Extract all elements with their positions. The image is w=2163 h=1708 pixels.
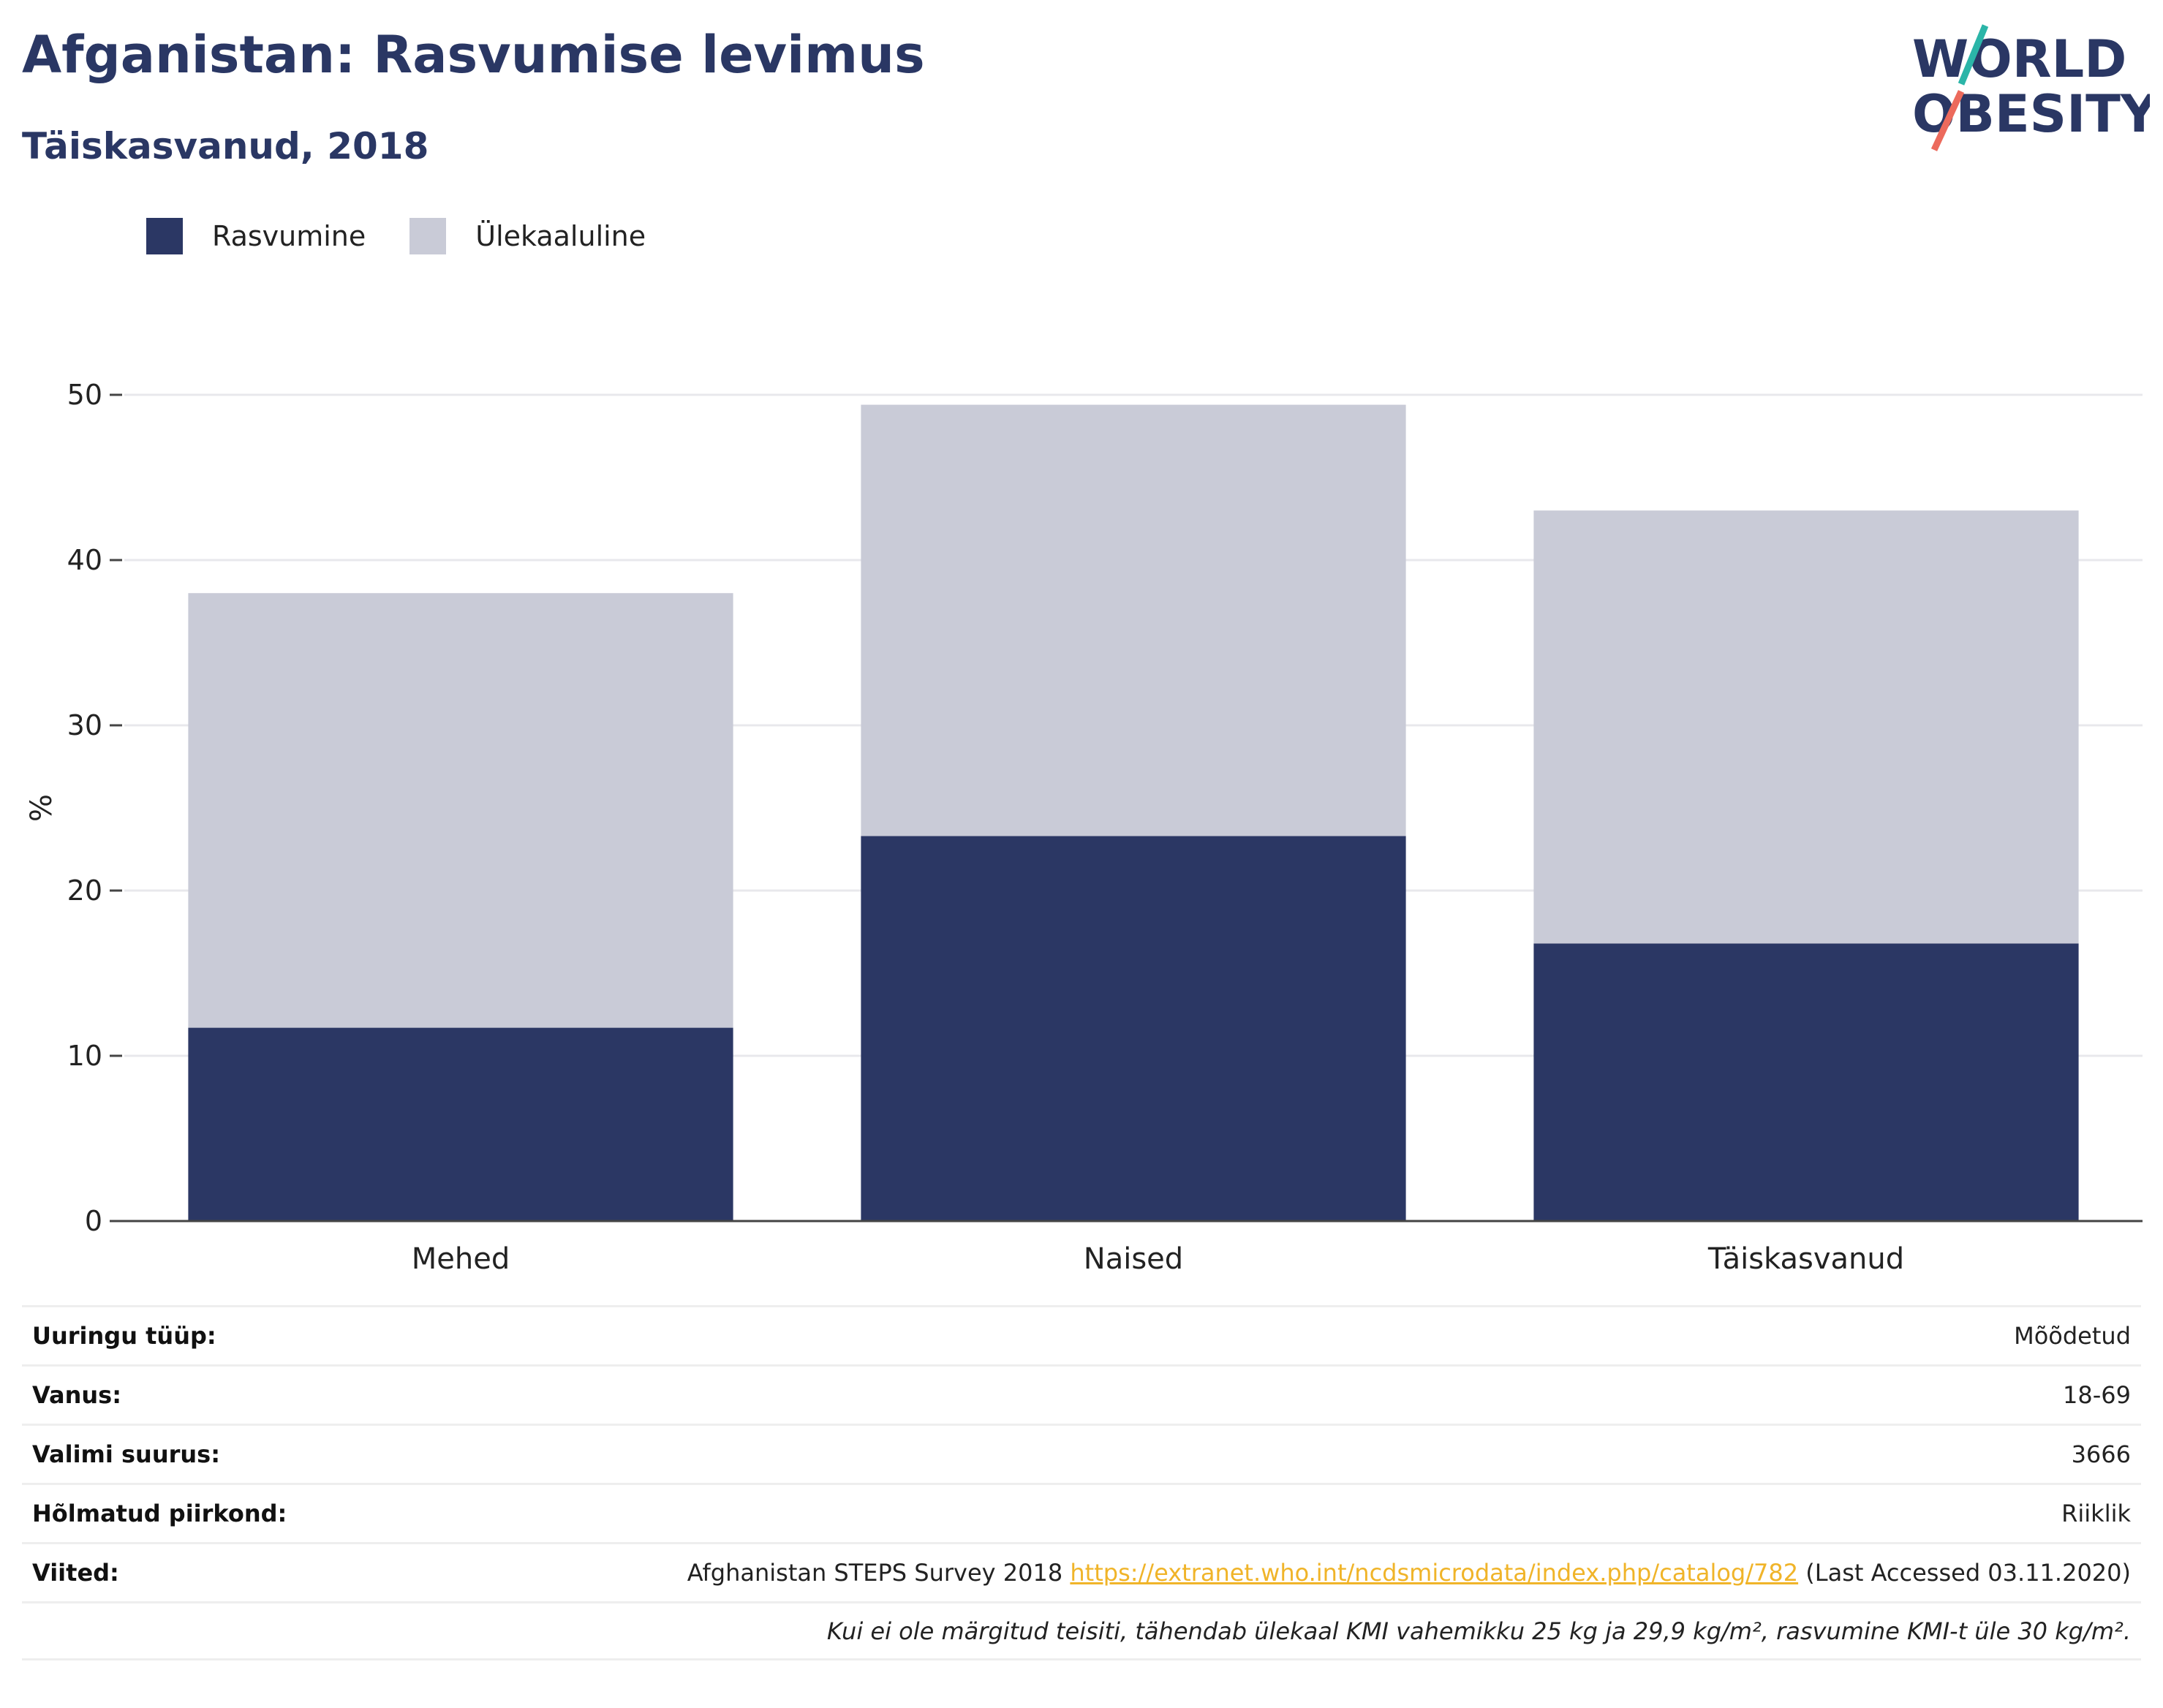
legend-item-overweight[interactable]: Ülekaaluline	[409, 217, 646, 254]
reference-prefix: Afghanistan STEPS Survey 2018	[687, 1559, 1071, 1587]
info-label: Uuringu tüüp:	[32, 1322, 216, 1350]
y-tick-label: 20	[67, 874, 102, 907]
info-row-references: Viited: Afghanistan STEPS Survey 2018 ht…	[22, 1542, 2141, 1601]
legend-swatch-obesity	[146, 217, 183, 254]
definition-note: Kui ei ole märgitud teisiti, tähendab ül…	[826, 1617, 2131, 1645]
x-tick-label: Mehed	[412, 1242, 510, 1276]
y-tick-label: 50	[67, 379, 102, 411]
info-row-note: Kui ei ole märgitud teisiti, tähendab ül…	[22, 1601, 2141, 1660]
bar-overweight-0	[188, 593, 733, 1028]
survey-info-table: Uuringu tüüp: Mõõdetud Vanus: 18-69 Vali…	[22, 1305, 2141, 1660]
logo-stroke-coral	[1930, 90, 1965, 151]
bar-obesity-2	[1533, 943, 2079, 1221]
x-tick-label: Täiskasvanud	[1707, 1242, 1904, 1276]
info-label: Hõlmatud piirkond:	[32, 1500, 287, 1527]
info-value: 18-69	[2063, 1381, 2131, 1409]
info-label: Valimi suurus:	[32, 1440, 221, 1468]
reference-link[interactable]: https://extranet.who.int/ncdsmicrodata/i…	[1070, 1559, 1799, 1587]
bar-overweight-1	[861, 404, 1406, 836]
info-value: Riiklik	[2061, 1500, 2131, 1527]
y-tick-label: 10	[67, 1040, 102, 1072]
y-tick-label: 40	[67, 544, 102, 576]
bar-obesity-1	[861, 836, 1406, 1221]
logo-stroke-teal	[1958, 24, 1989, 86]
x-tick-label: Naised	[1084, 1242, 1183, 1276]
info-label: Vanus:	[32, 1381, 122, 1409]
legend: Rasvumine Ülekaaluline	[146, 216, 690, 256]
info-row-region: Hõlmatud piirkond: Riiklik	[22, 1483, 2141, 1542]
bar-overweight-2	[1533, 510, 2079, 944]
bar-obesity-0	[188, 1027, 733, 1221]
legend-label-overweight: Ülekaaluline	[475, 219, 646, 252]
y-tick-label: 30	[67, 709, 102, 741]
bar-chart: 0 10 20 30 40 50% Mehed Naised Täiskasvanud	[25, 379, 2143, 1276]
info-value-references: Afghanistan STEPS Survey 2018 https://ex…	[687, 1559, 2131, 1587]
info-value: 3666	[2071, 1440, 2131, 1468]
reference-suffix: (Last Accessed 03.11.2020)	[1798, 1559, 2131, 1587]
info-row-age: Vanus: 18-69	[22, 1364, 2141, 1424]
info-row-sample-size: Valimi suurus: 3666	[22, 1424, 2141, 1483]
logo-line1: WORLD	[1912, 29, 2126, 89]
y-tick-label: 0	[85, 1205, 102, 1237]
legend-swatch-overweight	[409, 217, 447, 254]
info-value: Mõõdetud	[2014, 1322, 2131, 1350]
legend-label-obesity: Rasvumine	[212, 219, 366, 252]
world-obesity-logo: WORLD OBESITY	[1912, 24, 2150, 151]
y-axis-label: %	[25, 794, 58, 822]
info-label: Viited:	[32, 1559, 119, 1587]
chart-title: Afganistan: Rasvumise levimus	[22, 25, 925, 85]
legend-item-obesity[interactable]: Rasvumine	[146, 217, 366, 254]
info-row-survey-type: Uuringu tüüp: Mõõdetud	[22, 1305, 2141, 1364]
chart-subtitle: Täiskasvanud, 2018	[22, 125, 429, 167]
